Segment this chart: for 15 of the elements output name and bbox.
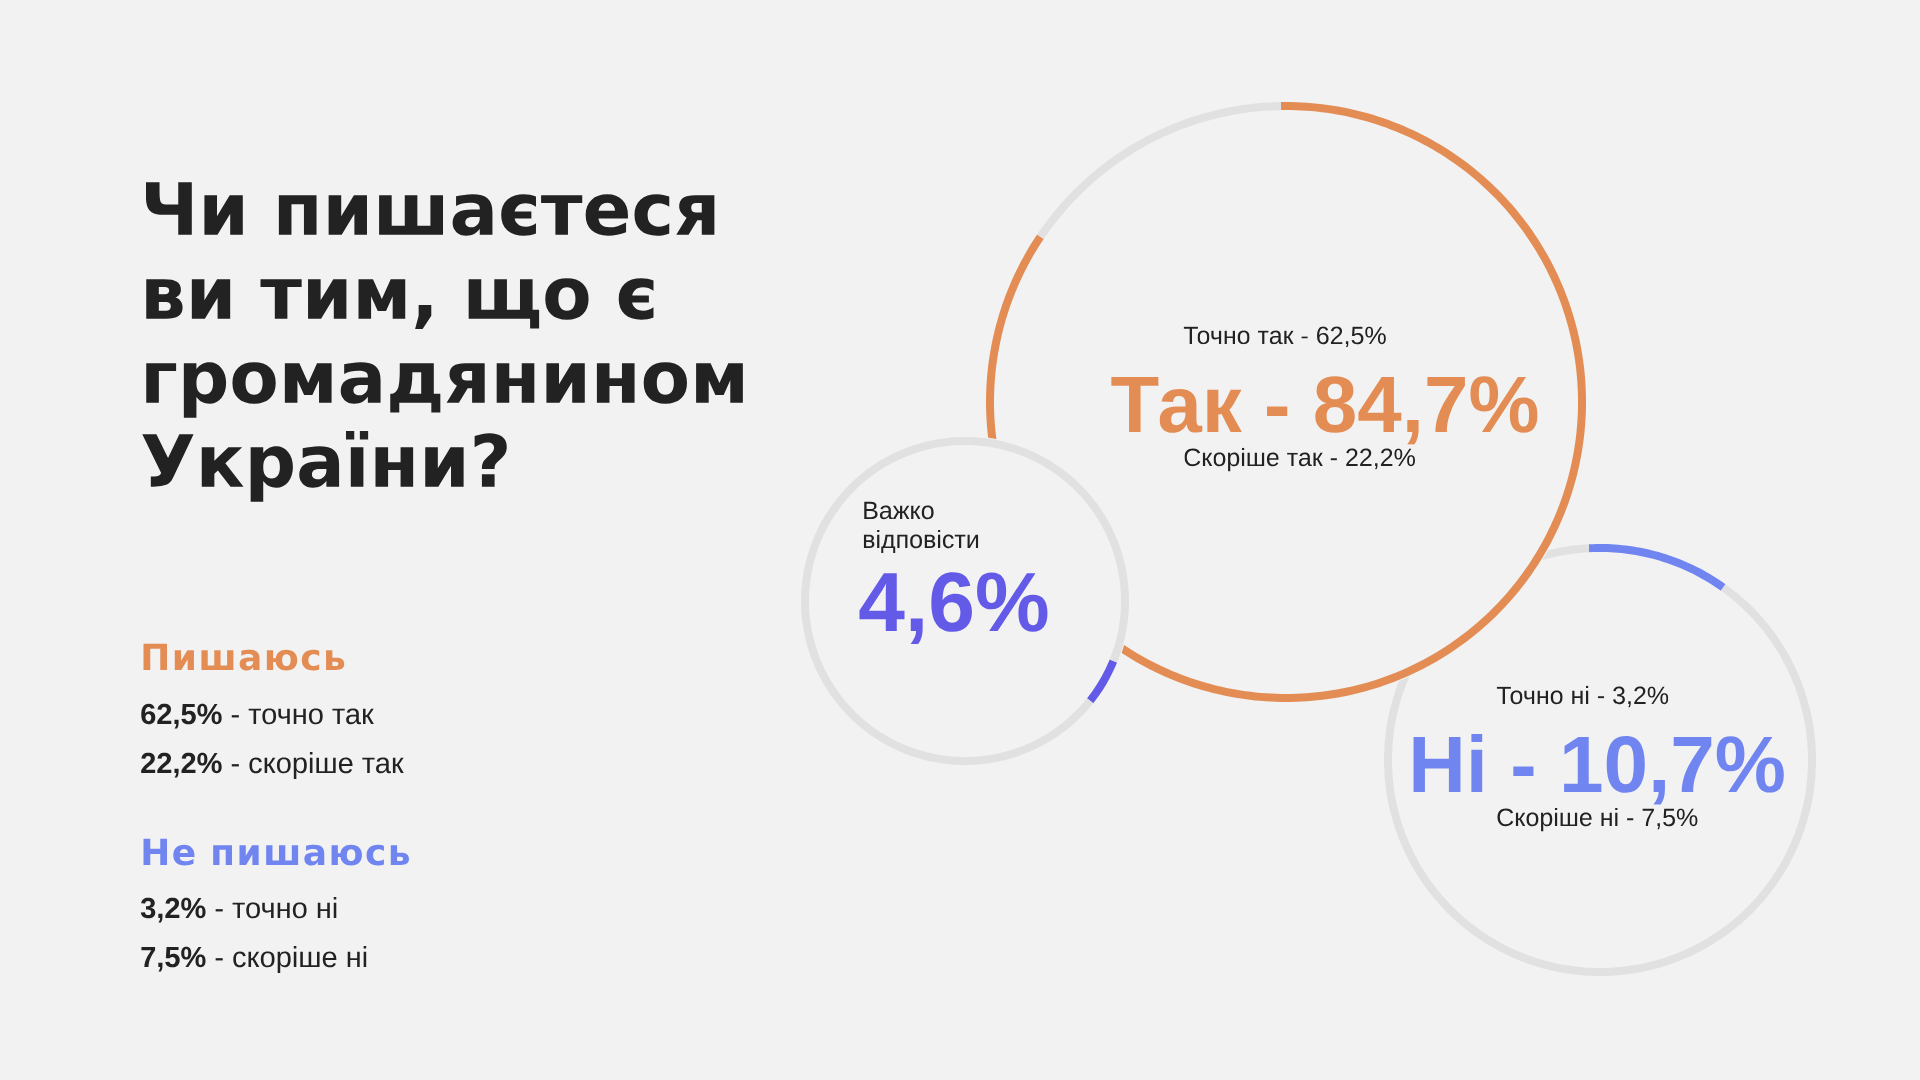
text: 3,2% - точно ні xyxy=(140,896,337,923)
text: Точно ні - 3,2% xyxy=(1496,685,1669,708)
text: Чи пишаєтеся ви тим, що є громадянином України? xyxy=(142,182,743,502)
text: Пишаюсь xyxy=(143,643,345,671)
text: Ні - 10,7% xyxy=(1413,734,1784,805)
text: 4,6% xyxy=(859,572,1048,644)
text: Точно так - 62,5% xyxy=(1183,326,1386,348)
text: 7,5% - скоріше ні xyxy=(141,945,367,974)
text: 22,2% - скоріше так xyxy=(141,751,404,780)
text: 62,5% - точно так xyxy=(141,703,374,729)
text: Так - 84,7% xyxy=(1111,376,1538,445)
text: Не пишаюсь xyxy=(143,838,409,866)
text: Важко відповісти xyxy=(863,501,979,553)
text: Скоріше ні - 7,5% xyxy=(1497,807,1698,832)
text: Скоріше так - 22,2% xyxy=(1184,447,1415,472)
